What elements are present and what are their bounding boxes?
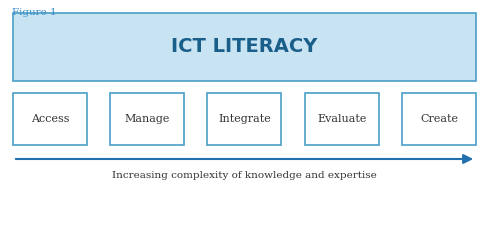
Text: Manage: Manage [124, 114, 170, 124]
Text: Figure 1: Figure 1 [12, 8, 57, 17]
Text: Evaluate: Evaluate [316, 114, 366, 124]
Text: Access: Access [31, 114, 69, 124]
Bar [13, 13, 475, 81]
Text: Increasing complexity of knowledge and expertise: Increasing complexity of knowledge and e… [112, 172, 376, 181]
Bar [304, 93, 378, 145]
Text: Create: Create [419, 114, 457, 124]
Text: ICT LITERACY: ICT LITERACY [171, 38, 317, 56]
Bar [13, 93, 87, 145]
Bar [207, 93, 281, 145]
Text: Integrate: Integrate [218, 114, 270, 124]
Bar [401, 93, 475, 145]
Bar [110, 93, 184, 145]
